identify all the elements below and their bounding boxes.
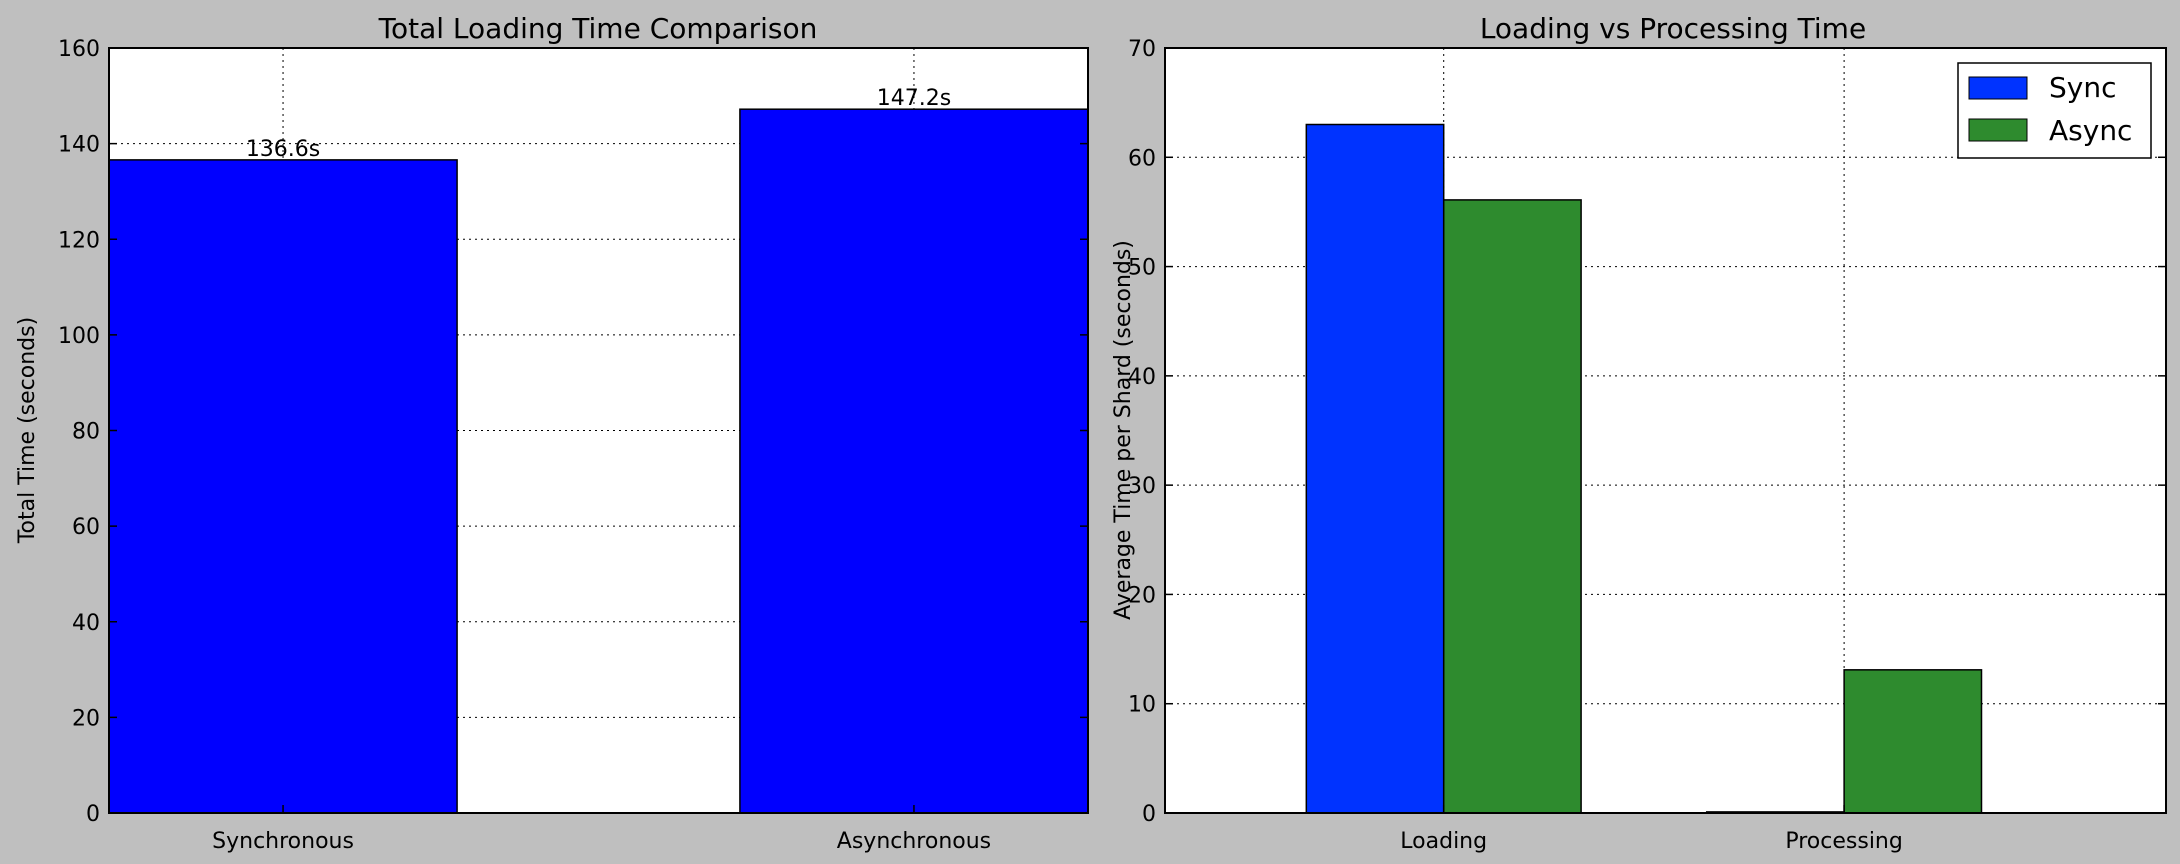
left-y-axis-label: Total Time (seconds) <box>15 317 40 544</box>
left-y-tick-label: 0 <box>86 802 100 827</box>
left-x-ticks: Synchronous Asynchronous <box>212 805 991 854</box>
left-y-tick-label: 80 <box>72 420 100 445</box>
bar-value-label: 147.2s <box>877 86 951 111</box>
loading-vs-processing-panel: 0 10 20 30 40 50 60 70 Loading Processing Loadin… <box>1111 12 2167 854</box>
left-x-tick-label: Asynchronous <box>837 829 991 854</box>
right-y-tick-label: 30 <box>1128 474 1156 499</box>
left-y-tick-label: 100 <box>58 324 100 349</box>
bar-asynchronous <box>739 108 1089 814</box>
legend: Sync Async <box>1957 62 2152 159</box>
right-axes-frame <box>1164 47 2167 814</box>
right-y-tick-label: 50 <box>1128 256 1156 281</box>
right-y-tick-label: 20 <box>1128 583 1156 608</box>
right-y-axis-label: Average Time per Shard (seconds) <box>1111 240 1136 620</box>
legend-swatch-async <box>1968 118 2028 142</box>
right-x-ticks: Loading Processing <box>1400 805 1903 854</box>
bar-sync-loading <box>1305 123 1445 814</box>
left-x-tick-label: Synchronous <box>212 829 354 854</box>
legend-label-sync: Sync <box>2049 71 2116 104</box>
right-y-tick-label: 70 <box>1128 37 1156 62</box>
left-y-tick-label: 140 <box>58 133 100 158</box>
bar-value-label: 136.6s <box>246 137 320 162</box>
legend-label-async: Async <box>2049 114 2132 147</box>
bar-async-loading <box>1442 199 1582 814</box>
left-y-tick-label: 60 <box>72 515 100 540</box>
left-y-ticks: 0 20 40 60 80 100 120 140 160 <box>58 37 1088 827</box>
right-y-ticks: 0 10 20 30 40 50 60 70 <box>1128 37 2166 827</box>
right-y-tick-label: 40 <box>1128 365 1156 390</box>
bar-synchronous <box>108 159 458 814</box>
left-bars <box>108 108 1089 814</box>
total-time-panel: 136.6s 147.2s 0 20 40 60 80 100 120 140 160 Synch… <box>15 12 1089 854</box>
left-y-tick-label: 160 <box>58 37 100 62</box>
left-y-tick-label: 20 <box>72 706 100 731</box>
right-y-tick-label: 0 <box>1142 802 1156 827</box>
left-chart-title: Total Loading Time Comparison <box>378 12 818 45</box>
right-x-tick-label: Loading <box>1400 829 1487 854</box>
right-x-tick-label: Processing <box>1785 829 1902 854</box>
right-y-tick-label: 10 <box>1128 693 1156 718</box>
left-data-labels: 136.6s 147.2s <box>246 86 951 162</box>
right-y-tick-label: 60 <box>1128 146 1156 171</box>
legend-swatch-sync <box>1968 76 2028 100</box>
left-y-tick-label: 40 <box>72 611 100 636</box>
bar-async-processing <box>1843 669 1983 814</box>
left-y-tick-label: 120 <box>58 228 100 253</box>
right-chart-title: Loading vs Processing Time <box>1480 12 1866 45</box>
right-bars <box>1305 123 1983 814</box>
